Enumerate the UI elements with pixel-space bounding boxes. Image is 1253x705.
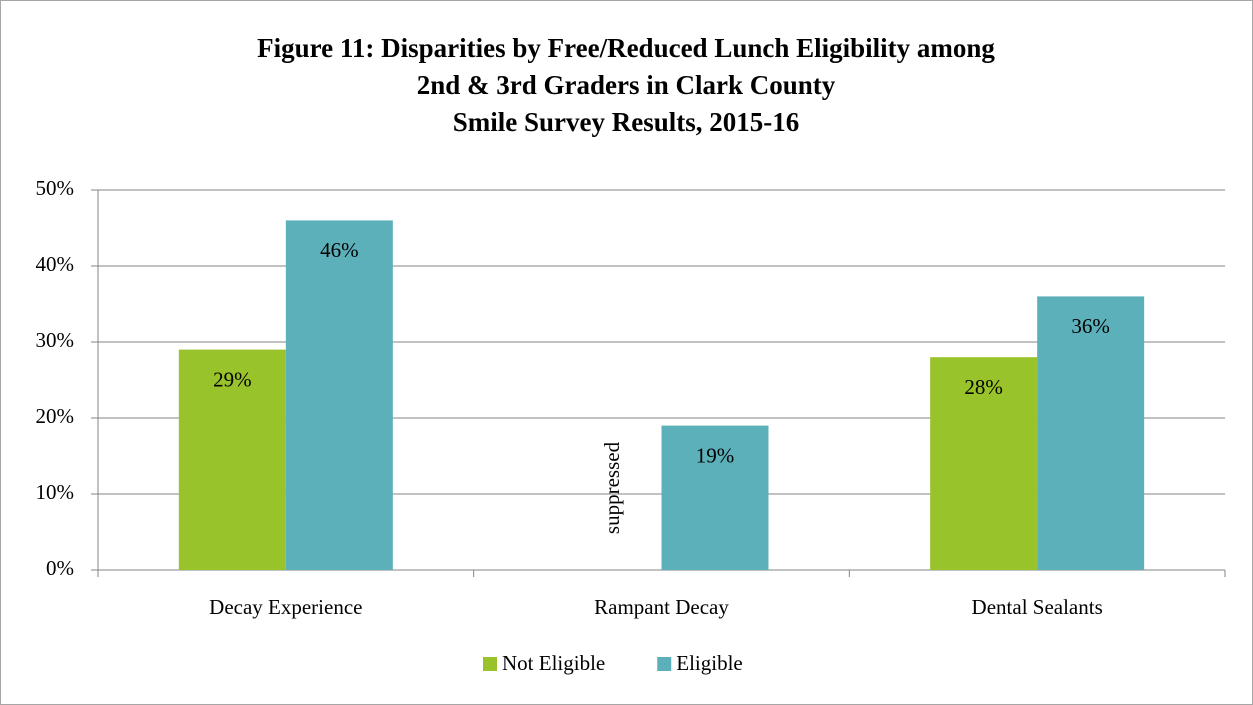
- y-tick-label: 40%: [36, 252, 75, 276]
- y-tick-label: 50%: [36, 176, 75, 200]
- x-tick-label: Decay Experience: [209, 595, 362, 619]
- value-label: 46%: [320, 238, 359, 262]
- value-label: 36%: [1071, 314, 1110, 338]
- legend-label: Eligible: [676, 651, 743, 675]
- bar: [930, 357, 1038, 570]
- y-tick-label: 0%: [46, 556, 74, 580]
- y-tick-label: 30%: [36, 328, 75, 352]
- bar: [285, 220, 393, 570]
- chart-title: 2nd & 3rd Graders in Clark County: [417, 70, 836, 100]
- y-tick-label: 10%: [36, 480, 75, 504]
- x-tick-label: Rampant Decay: [594, 595, 729, 619]
- bar: [1037, 296, 1145, 570]
- value-label: 28%: [964, 375, 1003, 399]
- chart-title: Figure 11: Disparities by Free/Reduced L…: [257, 33, 995, 63]
- value-label: 29%: [213, 367, 252, 391]
- y-tick-label: 20%: [36, 404, 75, 428]
- bar: [178, 349, 286, 570]
- x-tick-label: Dental Sealants: [972, 595, 1103, 619]
- legend-swatch: [657, 657, 672, 671]
- legend-swatch: [483, 657, 497, 671]
- bar: [661, 425, 769, 570]
- chart-title: Smile Survey Results, 2015-16: [453, 107, 800, 137]
- value-label: 19%: [696, 443, 735, 467]
- value-label: suppressed: [600, 441, 624, 534]
- legend-label: Not Eligible: [502, 651, 605, 675]
